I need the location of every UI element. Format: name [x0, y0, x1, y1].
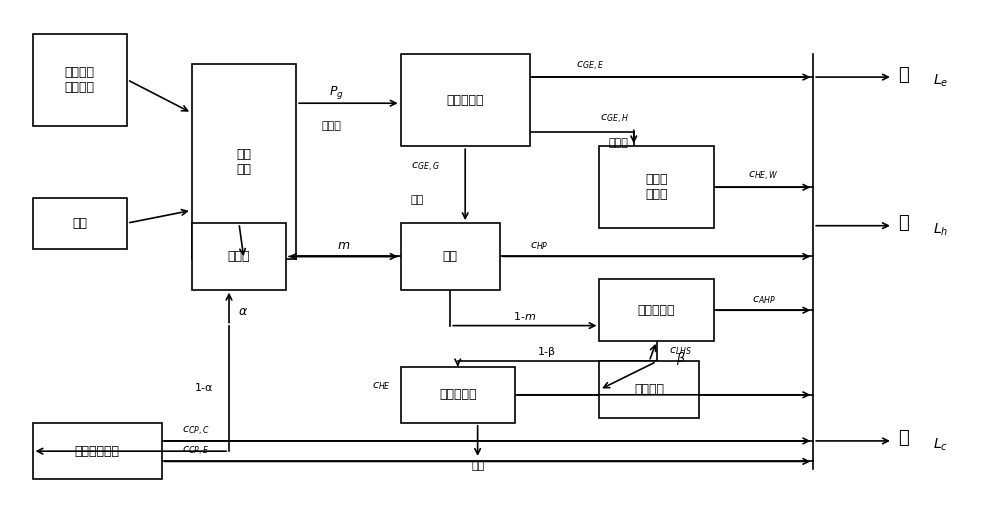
Text: $c_{AHP}$: $c_{AHP}$ — [752, 294, 776, 306]
Text: $c_{HE}$: $c_{HE}$ — [372, 380, 391, 392]
Text: $c_{CP,E}$: $c_{CP,E}$ — [182, 445, 209, 458]
Text: α: α — [239, 305, 247, 318]
Text: 热泵: 热泵 — [443, 250, 458, 263]
Bar — [599, 146, 714, 228]
Text: 甲醇: 甲醇 — [72, 217, 87, 229]
Text: $m$: $m$ — [337, 239, 350, 252]
Bar — [599, 280, 714, 341]
Text: $c_{LHS}$: $c_{LHS}$ — [669, 346, 692, 357]
Text: 1-β: 1-β — [538, 348, 556, 357]
Text: $L_c$: $L_c$ — [933, 437, 948, 453]
Text: 热水换热器: 热水换热器 — [439, 388, 476, 401]
Text: 槽式太阳
能集热器: 槽式太阳 能集热器 — [65, 66, 95, 94]
Bar — [33, 423, 162, 479]
Text: 合成气: 合成气 — [321, 121, 341, 132]
Text: $c_{HP}$: $c_{HP}$ — [530, 240, 548, 252]
Text: 冷: 冷 — [898, 429, 909, 448]
Bar — [401, 223, 500, 290]
Text: 缸套水: 缸套水 — [609, 138, 629, 148]
Text: $c_{GE,H}$: $c_{GE,H}$ — [600, 113, 629, 126]
Text: 储热罐: 储热罐 — [228, 250, 250, 263]
Text: 烟气: 烟气 — [411, 195, 424, 205]
Bar — [33, 34, 127, 126]
Bar — [33, 197, 127, 249]
Bar — [192, 64, 296, 259]
Bar — [401, 367, 515, 423]
Text: $L_e$: $L_e$ — [933, 73, 948, 90]
Text: 缸套水
换热器: 缸套水 换热器 — [645, 173, 668, 202]
Text: 热: 热 — [898, 214, 909, 232]
Text: $c_{CP,C}$: $c_{CP,C}$ — [182, 425, 209, 438]
Text: 1-α: 1-α — [195, 383, 213, 393]
Text: $c_{GE,G}$: $c_{GE,G}$ — [411, 161, 439, 175]
Text: 低温热源: 低温热源 — [634, 383, 664, 396]
Text: β: β — [677, 352, 685, 365]
Text: $L_h$: $L_h$ — [933, 222, 948, 238]
Text: 排烟: 排烟 — [471, 462, 484, 471]
Text: 功冷并供设备: 功冷并供设备 — [75, 444, 120, 458]
Text: $P_g$: $P_g$ — [329, 83, 343, 100]
Text: $c_{GE,E}$: $c_{GE,E}$ — [576, 60, 603, 73]
Text: 电: 电 — [898, 65, 909, 83]
Text: 燃料
转化: 燃料 转化 — [236, 148, 251, 176]
Bar — [192, 223, 286, 290]
Text: 燃气内燃机: 燃气内燃机 — [446, 94, 484, 107]
Text: 吸收式热泵: 吸收式热泵 — [638, 304, 675, 316]
Text: 1-$m$: 1-$m$ — [513, 310, 536, 322]
Bar — [599, 362, 699, 418]
Text: $c_{HE,W}$: $c_{HE,W}$ — [748, 170, 779, 183]
Bar — [401, 54, 530, 146]
